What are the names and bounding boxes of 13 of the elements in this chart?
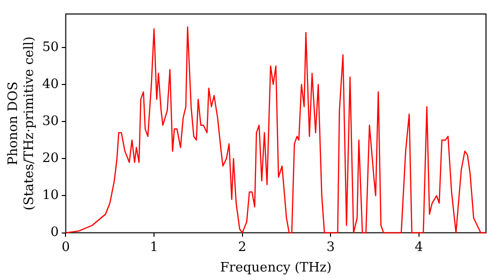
y-tick-label: 40 — [42, 76, 59, 92]
x-tick-label: 3 — [326, 240, 335, 255]
y-tick-label: 30 — [42, 114, 59, 129]
x-tick-label: 0 — [62, 240, 70, 255]
y-tick-label: 10 — [42, 188, 59, 204]
y-tick-label: 0 — [50, 225, 59, 240]
y-axis-title: Phonon DOS (States/THz·primitive cell) — [6, 36, 37, 210]
y-tick-label: 50 — [42, 40, 59, 55]
x-tick-label: 4 — [414, 240, 424, 255]
y-tick-label: 20 — [42, 151, 59, 166]
x-tick-label: 1 — [150, 240, 158, 255]
x-axis-title: Frequency (THz) — [220, 260, 332, 276]
x-tick-label: 2 — [238, 240, 246, 255]
